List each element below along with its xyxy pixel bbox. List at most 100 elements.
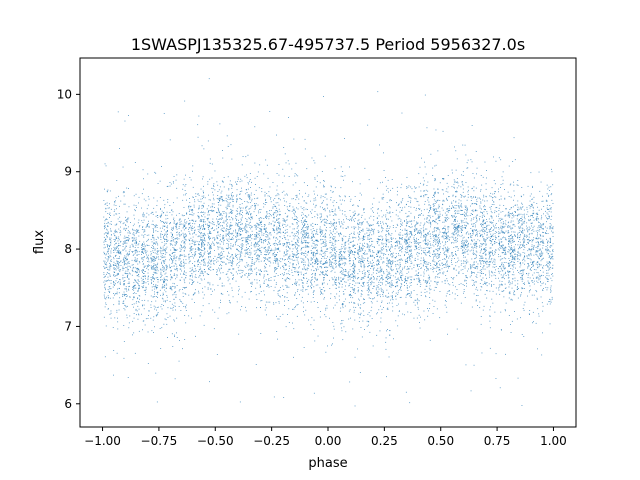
data-point <box>335 265 337 267</box>
data-point <box>110 282 112 284</box>
data-point <box>221 213 222 215</box>
data-point <box>198 259 199 261</box>
data-point <box>407 238 409 240</box>
data-point <box>184 236 186 238</box>
data-point <box>387 307 389 309</box>
data-point <box>339 266 341 268</box>
data-point <box>209 248 211 250</box>
data-point <box>287 208 289 210</box>
data-point <box>458 272 460 274</box>
data-point <box>186 212 188 214</box>
data-point <box>419 281 420 283</box>
data-point <box>419 214 421 216</box>
data-point <box>473 364 475 366</box>
data-point <box>458 226 460 228</box>
data-point <box>250 273 251 275</box>
data-point <box>363 208 364 210</box>
data-point <box>277 248 278 250</box>
data-point <box>447 209 449 211</box>
data-point <box>122 243 124 245</box>
data-point <box>254 268 256 270</box>
data-point <box>203 221 204 222</box>
data-point <box>539 254 541 255</box>
data-point <box>522 269 524 271</box>
data-point <box>512 224 514 226</box>
data-point <box>355 259 356 260</box>
data-point <box>197 259 199 261</box>
data-point <box>150 213 152 214</box>
data-point <box>519 247 521 248</box>
data-point <box>438 254 440 255</box>
data-point <box>344 249 346 250</box>
data-point <box>137 283 139 285</box>
data-point <box>118 281 120 283</box>
data-point <box>345 271 347 273</box>
data-point <box>496 211 498 212</box>
data-point <box>471 203 473 205</box>
data-point <box>551 227 553 229</box>
data-point <box>511 260 513 262</box>
data-point <box>282 265 284 267</box>
data-point <box>511 213 513 215</box>
data-point <box>549 208 551 210</box>
data-point <box>540 235 541 236</box>
data-point <box>523 336 525 337</box>
data-point <box>428 243 430 245</box>
data-point <box>511 236 513 238</box>
data-point <box>405 262 407 264</box>
data-point <box>287 235 289 237</box>
data-point <box>191 227 192 229</box>
data-point <box>151 267 152 269</box>
data-point <box>500 238 502 240</box>
data-point <box>283 197 285 199</box>
data-point <box>142 304 143 306</box>
data-point <box>305 192 306 194</box>
data-point <box>472 173 474 174</box>
data-point <box>434 196 435 198</box>
data-point <box>335 256 337 258</box>
data-point <box>463 244 464 246</box>
data-point <box>372 298 374 300</box>
data-point <box>392 262 394 264</box>
data-point <box>456 223 458 225</box>
data-point <box>200 237 202 239</box>
data-point <box>433 306 435 307</box>
data-point <box>297 253 299 254</box>
data-point <box>115 229 117 231</box>
data-point <box>404 285 405 286</box>
data-point <box>493 264 495 265</box>
data-point <box>334 208 336 210</box>
data-point <box>188 224 189 226</box>
data-point <box>490 206 492 207</box>
data-point <box>254 279 256 281</box>
data-point <box>259 224 261 226</box>
data-point <box>447 266 449 267</box>
data-point <box>514 231 516 233</box>
data-point <box>443 178 445 180</box>
data-point <box>299 294 300 296</box>
data-point <box>232 238 234 240</box>
data-point <box>518 222 520 224</box>
data-point <box>429 219 430 221</box>
data-point <box>413 220 415 222</box>
data-point <box>152 274 154 275</box>
data-point <box>114 224 116 226</box>
data-point <box>183 236 185 238</box>
data-point <box>446 278 448 280</box>
data-point <box>165 319 167 321</box>
data-point <box>272 220 274 222</box>
data-point <box>173 219 174 221</box>
data-point <box>254 253 256 255</box>
data-point <box>454 219 455 220</box>
data-point <box>150 258 152 259</box>
data-point <box>508 243 509 244</box>
data-point <box>475 230 477 231</box>
data-point <box>247 251 249 253</box>
data-point <box>377 312 378 314</box>
data-point <box>260 250 262 252</box>
data-point <box>462 183 463 185</box>
data-point <box>277 318 279 320</box>
data-point <box>139 298 140 300</box>
data-point <box>298 233 299 235</box>
data-point <box>329 252 331 254</box>
